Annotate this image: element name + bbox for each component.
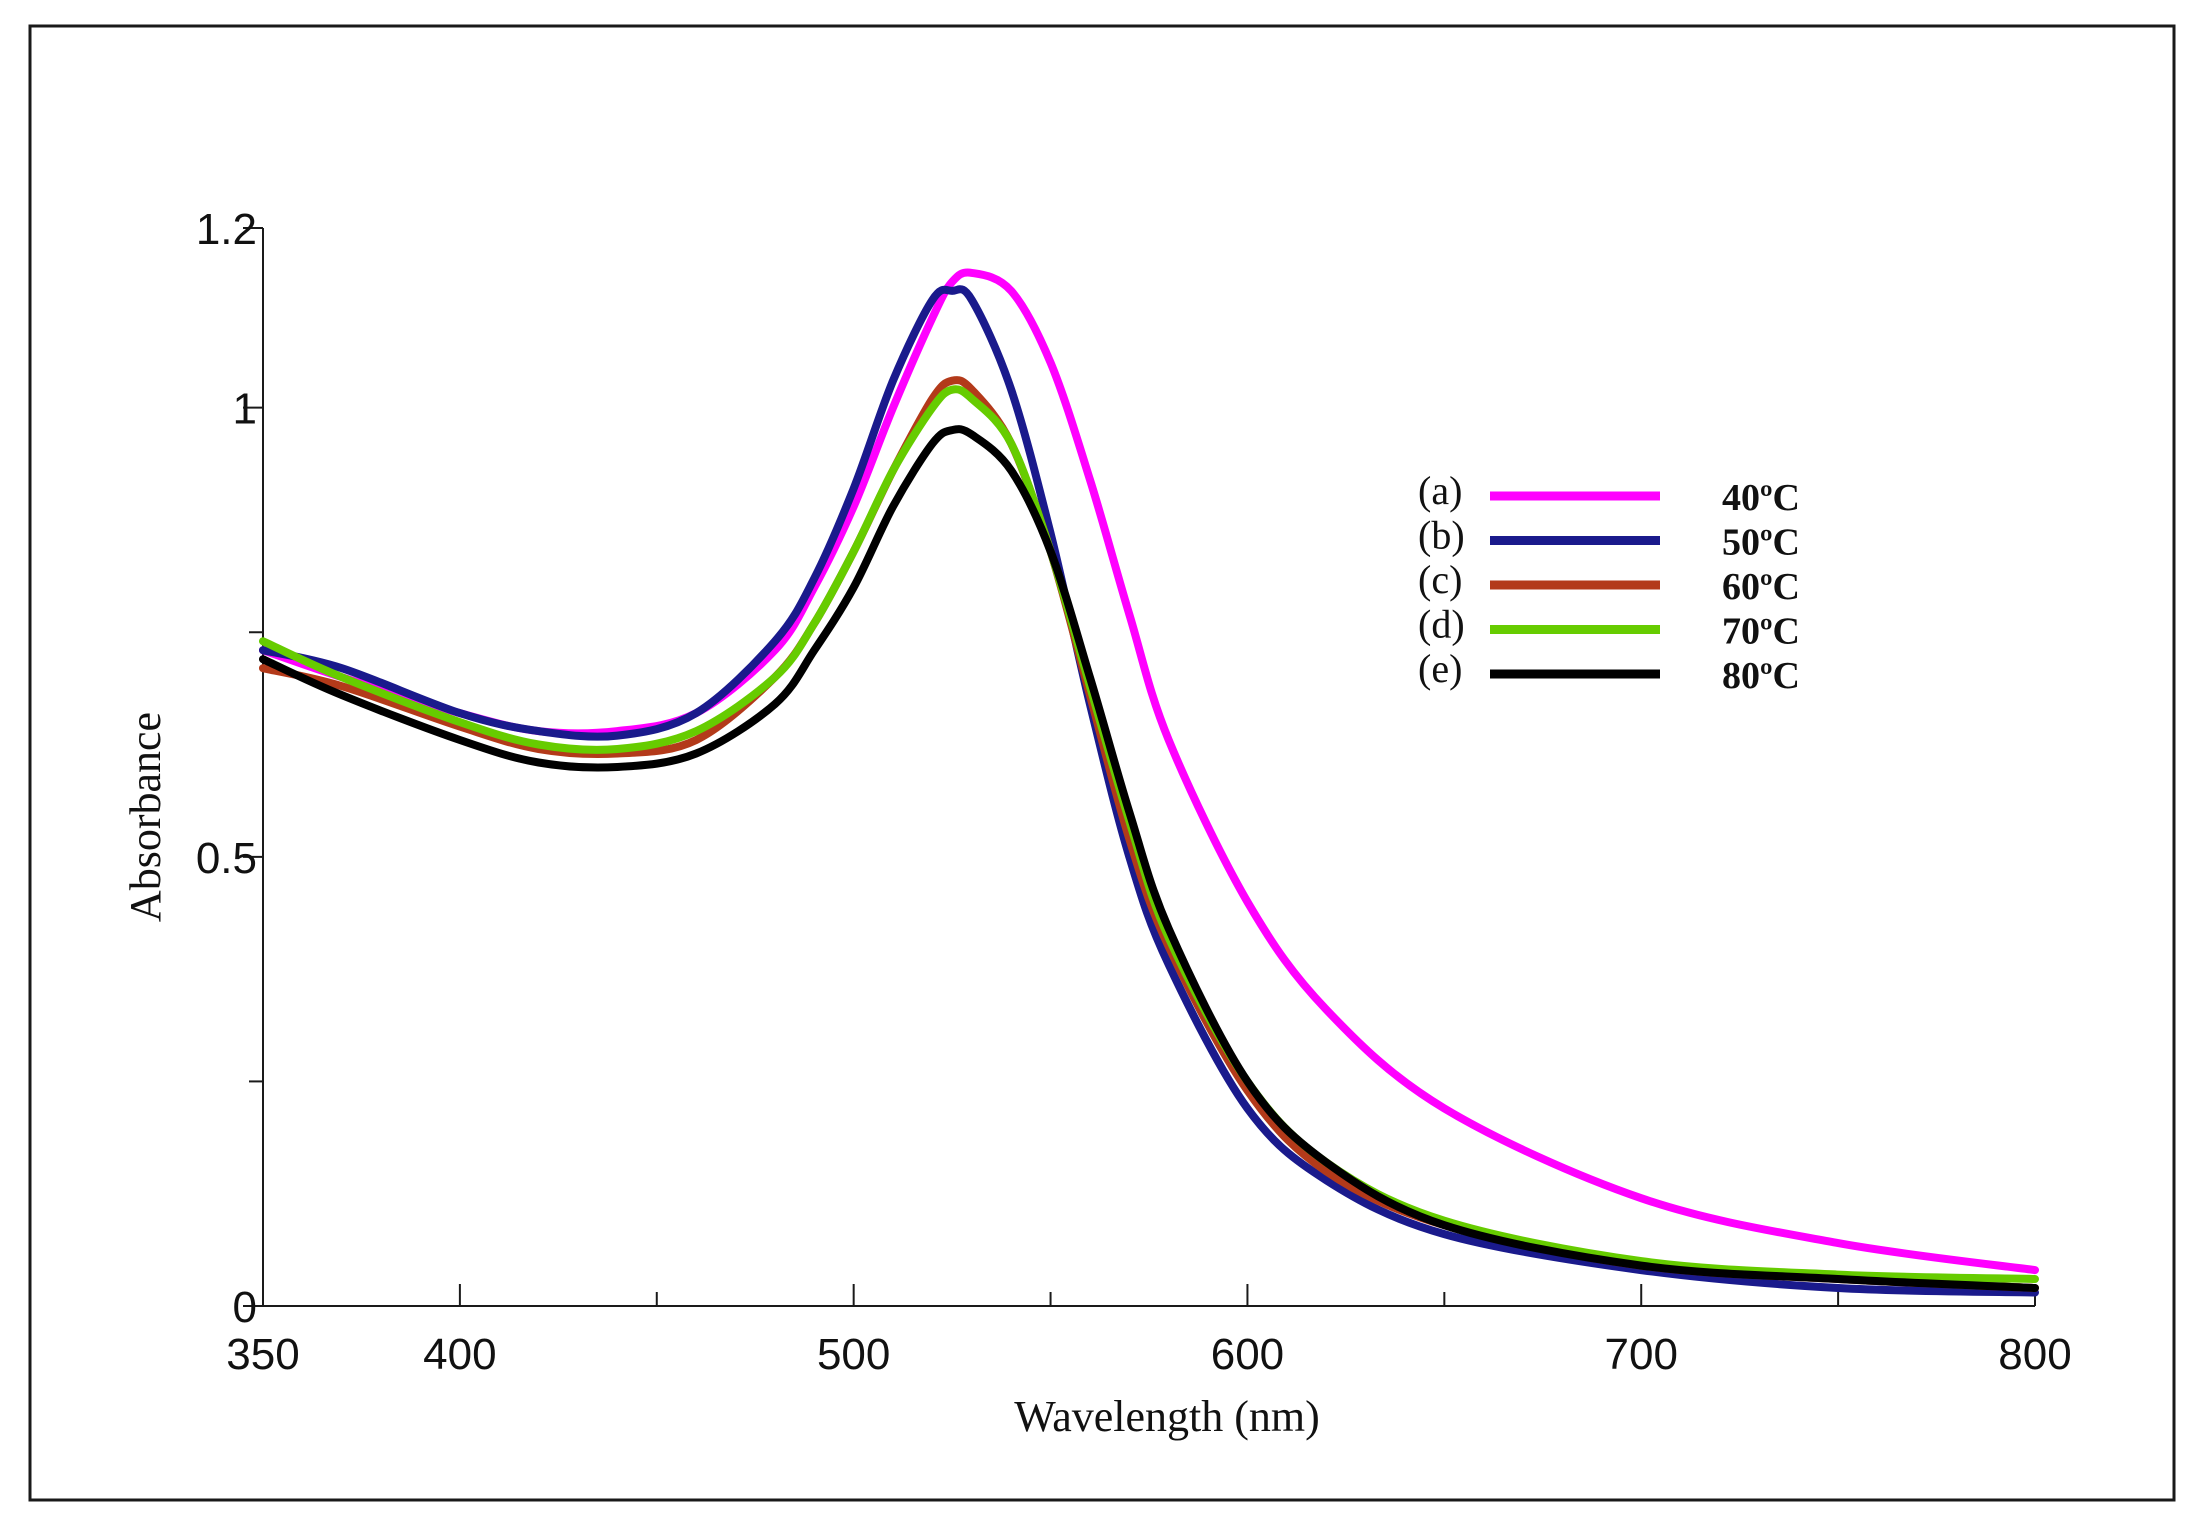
legend-label: 60ºC	[1722, 566, 1800, 608]
x-axis-title: Wavelength (nm)	[1014, 1392, 1320, 1441]
y-axis-title: Absorbance	[121, 712, 170, 922]
series-line-40ºC	[259, 268, 2039, 1275]
figure-border	[28, 24, 2176, 1502]
x-tick-label: 800	[1998, 1330, 2071, 1379]
series-line-50ºC	[259, 285, 2039, 1297]
legend-label: 50ºC	[1722, 522, 1800, 564]
series-line-80ºC	[259, 425, 2039, 1292]
legend-label: 40ºC	[1722, 477, 1800, 519]
y-tick-label: 0	[233, 1283, 257, 1332]
x-tick-label: 500	[817, 1330, 890, 1379]
x-tick-label: 700	[1605, 1330, 1678, 1379]
legend-letter: (a)	[1418, 468, 1462, 513]
legend-label: 70ºC	[1722, 611, 1800, 653]
y-tick-label: 0.5	[196, 834, 257, 883]
series-group	[259, 268, 2039, 1297]
legend-letter: (c)	[1418, 557, 1462, 602]
x-tick-label: 400	[423, 1330, 496, 1379]
x-tick-label: 600	[1211, 1330, 1284, 1379]
legend: (a) 40ºC (b) 50ºC (c) 60ºC (d) 70ºC (e) 80ºC	[1418, 468, 1800, 697]
legend-letter: (d)	[1418, 602, 1465, 647]
labels-group: Wavelength (nm) Absorbance	[121, 712, 1320, 1441]
axes-group: 350 400 500 600 700 800 0 0.5 1 1.2	[196, 205, 2072, 1379]
y-tick-label: 1.2	[196, 205, 257, 254]
series-line-70ºC	[259, 385, 2039, 1283]
legend-letter: (e)	[1418, 646, 1462, 691]
legend-letter: (b)	[1418, 513, 1465, 558]
x-tick-label: 350	[226, 1330, 299, 1379]
legend-label: 80ºC	[1722, 655, 1800, 697]
y-tick-label: 1	[233, 385, 257, 434]
